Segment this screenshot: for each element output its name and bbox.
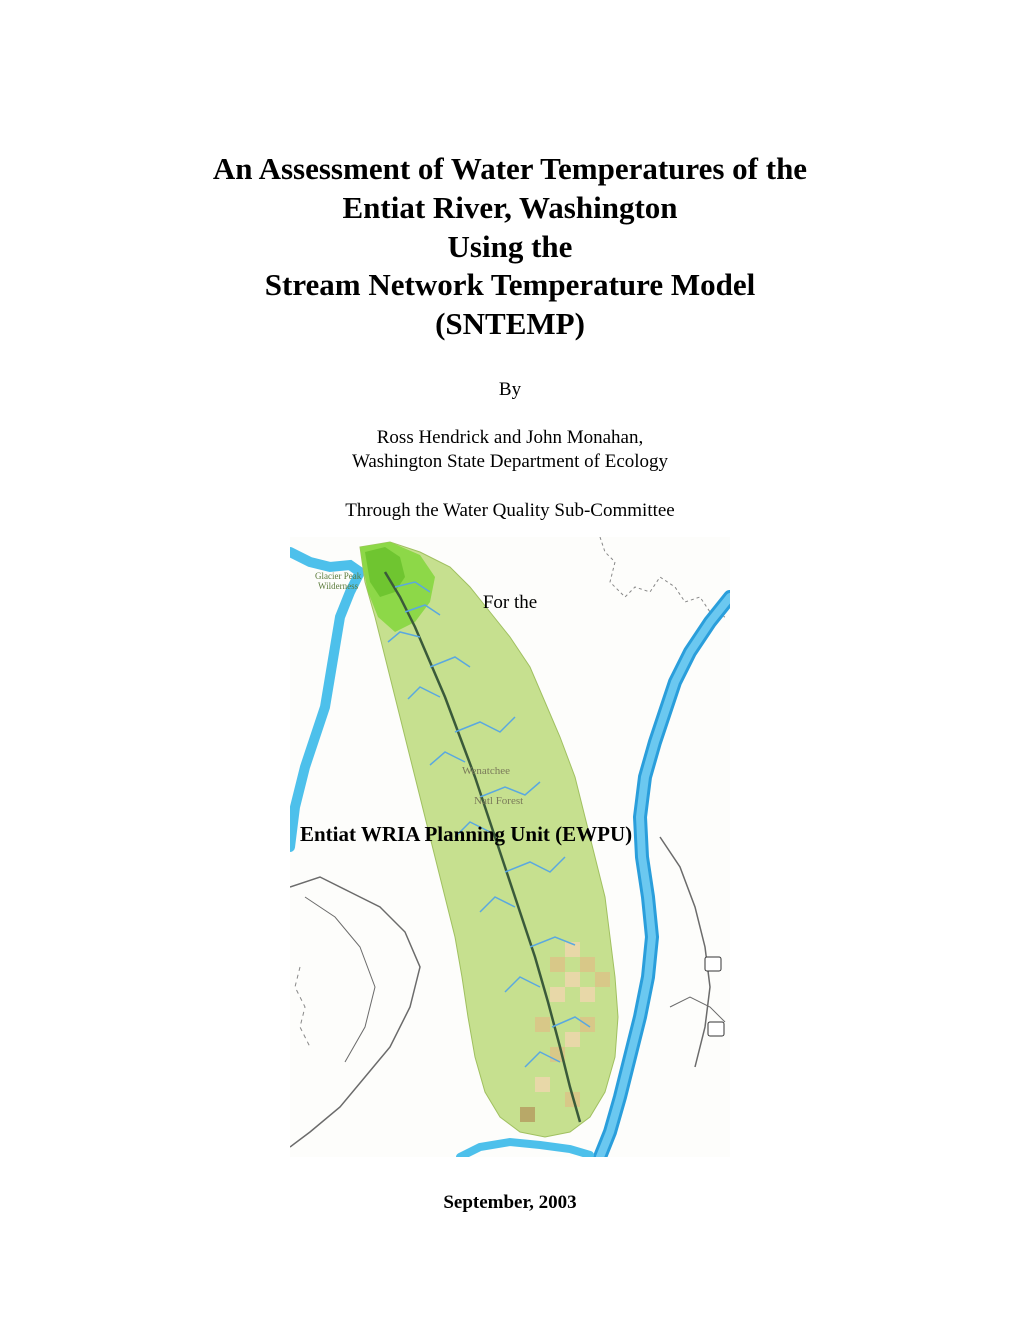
wenatchee-map-label: Wenatchee <box>462 765 510 777</box>
title-line-5: (SNTEMP) <box>120 305 900 344</box>
committee-text: Through the Water Quality Sub-Committee <box>120 500 900 522</box>
glacier-peak-map-label: Glacier Peak Wilderness <box>315 572 361 592</box>
page-container: An Assessment of Water Temperatures of t… <box>0 0 1020 1264</box>
document-date: September, 2003 <box>120 1192 900 1214</box>
title-line-3: Using the <box>120 228 900 267</box>
map-svg <box>290 537 730 1157</box>
map-container: For the Entiat WRIA Planning Unit (EWPU)… <box>290 537 730 1157</box>
title-line-4: Stream Network Temperature Model <box>120 266 900 305</box>
title-line-2: Entiat River, Washington <box>120 189 900 228</box>
document-title: An Assessment of Water Temperatures of t… <box>120 150 900 344</box>
natl-forest-map-label: Natl Forest <box>474 795 523 807</box>
for-the-label: For the <box>483 592 537 614</box>
title-line-1: An Assessment of Water Temperatures of t… <box>120 150 900 189</box>
authors-block: Ross Hendrick and John Monahan, Washingt… <box>120 426 900 475</box>
authors-line-1: Ross Hendrick and John Monahan, <box>120 426 900 451</box>
planning-unit-label: Entiat WRIA Planning Unit (EWPU) <box>300 822 632 847</box>
by-label: By <box>120 379 900 401</box>
authors-line-2: Washington State Department of Ecology <box>120 450 900 475</box>
